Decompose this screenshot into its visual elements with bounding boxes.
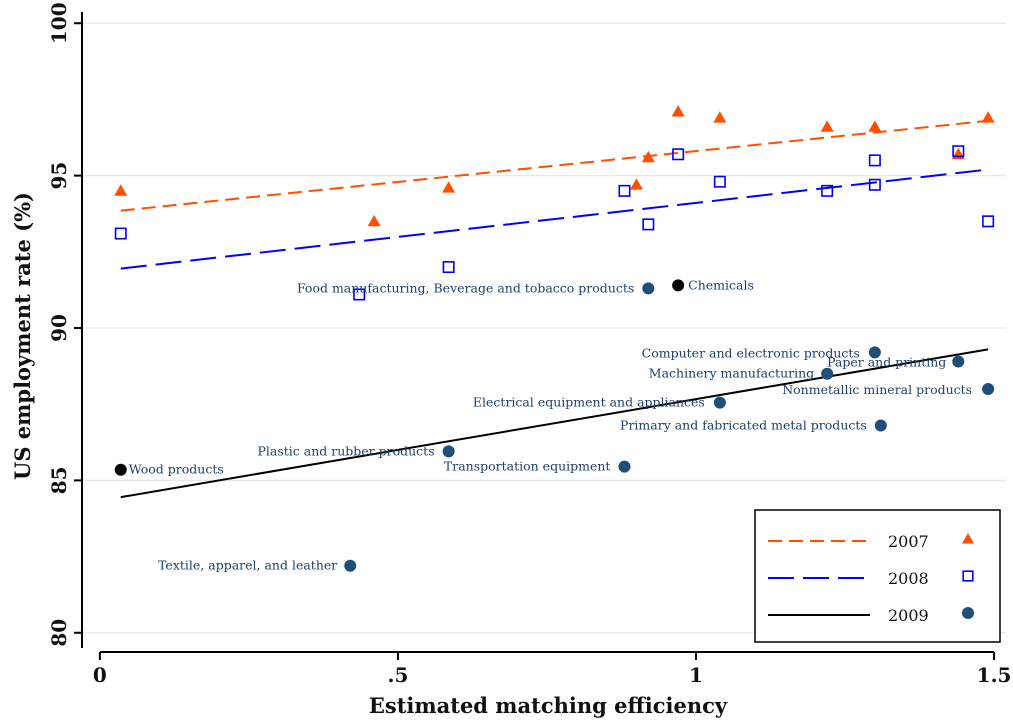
- marker-2008-4: [642, 218, 655, 231]
- marker-2009-2: [442, 445, 455, 458]
- legend-label-2009: 2009: [888, 606, 929, 625]
- marker-2008-1: [353, 288, 366, 301]
- fit-line-2008: [120, 168, 989, 270]
- data-markers: [114, 105, 995, 572]
- marker-2007-7: [820, 120, 834, 132]
- y-tick-label: 80: [47, 619, 71, 647]
- marker-2008-3: [618, 184, 631, 197]
- x-tick-label: 0: [93, 663, 107, 687]
- legend-box: [754, 509, 1001, 643]
- legend-marker-2007: [962, 533, 974, 544]
- point-label: Transportation equipment: [444, 459, 611, 474]
- marker-2008-6: [713, 175, 726, 188]
- point-label: Wood products: [129, 462, 224, 477]
- legend-marker-2009: [962, 607, 974, 619]
- point-label: Computer and electronic products: [642, 345, 860, 360]
- marker-2008-7: [821, 184, 834, 197]
- marker-2008-11: [982, 215, 995, 228]
- fit-line-2007: [120, 119, 989, 212]
- point-label: Paper and printing: [827, 355, 946, 370]
- y-tick-label: 100: [47, 2, 71, 44]
- y-tick-label: 85: [47, 466, 71, 494]
- fit-lines: [120, 119, 989, 499]
- marker-2007-8: [868, 120, 882, 132]
- legend-marker-2008: [962, 570, 974, 582]
- marker-2007-6: [713, 111, 727, 123]
- point-label: Textile, apparel, and leather: [158, 558, 337, 573]
- y-tick-label: 95: [47, 162, 71, 190]
- marker-2007-5: [671, 105, 685, 117]
- marker-2008-9: [868, 178, 881, 191]
- legend-label-2007: 2007: [888, 532, 929, 551]
- marker-2009-3: [618, 460, 631, 473]
- marker-2008-5: [672, 148, 685, 161]
- marker-2009-11: [982, 382, 995, 395]
- marker-2007-0: [114, 184, 128, 196]
- marker-2008-0: [114, 227, 127, 240]
- x-tick-label: 1: [689, 663, 703, 687]
- marker-2009-6: [713, 396, 726, 409]
- marker-2009-5: [672, 279, 685, 292]
- marker-2009-7: [821, 367, 834, 380]
- marker-2009-1: [344, 559, 357, 572]
- legend-label-2008: 2008: [888, 569, 929, 588]
- marker-2009-0: [114, 463, 127, 476]
- x-tick-label: .5: [388, 663, 409, 687]
- x-axis-title: Estimated matching efficiency: [369, 693, 728, 718]
- axes: 80 85 90 95 100 0 .5 1 1.5: [47, 2, 1011, 687]
- legend: 2007 2008 2009: [754, 509, 1001, 643]
- y-tick-label: 90: [47, 314, 71, 342]
- marker-2007-3: [629, 178, 643, 190]
- marker-2008-10: [952, 145, 965, 158]
- point-label: Food manufacturing, Beverage and tobacco…: [297, 280, 634, 295]
- marker-2007-4: [641, 150, 655, 163]
- fit-line-2009: [120, 348, 989, 499]
- marker-2008-8: [868, 154, 881, 167]
- marker-2009-8: [868, 346, 881, 359]
- marker-2009-4: [642, 282, 655, 295]
- marker-2009-9: [874, 419, 887, 432]
- point-label: Chemicals: [688, 277, 754, 292]
- point-label: Primary and fabricated metal products: [620, 418, 867, 433]
- point-label: Plastic and rubber products: [257, 443, 434, 458]
- point-label: Machinery manufacturing: [649, 366, 814, 381]
- marker-2007-2: [442, 181, 456, 193]
- marker-2009-10: [952, 355, 965, 368]
- point-labels: Wood products Textile, apparel, and leath…: [129, 277, 972, 572]
- marker-2008-2: [442, 261, 455, 274]
- marker-2007-1: [367, 214, 381, 227]
- point-label: Electrical equipment and appliances: [473, 395, 705, 410]
- marker-2007-10: [981, 111, 995, 123]
- point-label: Nonmetallic mineral products: [782, 382, 972, 397]
- x-tick-label: 1.5: [977, 663, 1012, 687]
- y-axis-title: US employment rate (%): [10, 192, 35, 480]
